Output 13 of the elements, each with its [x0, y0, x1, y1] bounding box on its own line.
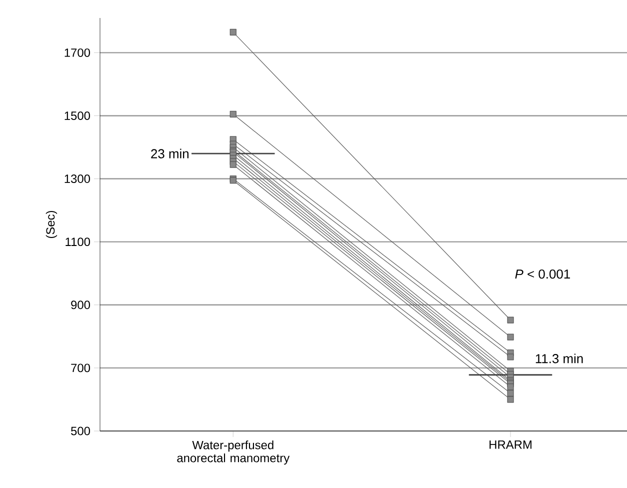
y-tick-label: 900	[71, 300, 90, 310]
annotation: P < 0.001	[515, 269, 570, 279]
y-tick-label: 500	[71, 426, 90, 436]
ref-line-label: 11.3 min	[536, 354, 583, 364]
x-tick-label: HRARM	[490, 440, 532, 449]
ref-line-label: 23 min	[151, 148, 188, 158]
y-tick-label: 1100	[66, 238, 90, 246]
y-tick-label: 1300	[64, 174, 90, 184]
y-axis-title: (Sec)	[46, 210, 58, 238]
x-tick-label: Water-perfused anorectal manometry	[177, 440, 290, 465]
y-tick-label: 1700	[64, 48, 90, 57]
y-tick-label: 1500	[64, 112, 90, 120]
y-tick-label: 700	[71, 364, 90, 372]
